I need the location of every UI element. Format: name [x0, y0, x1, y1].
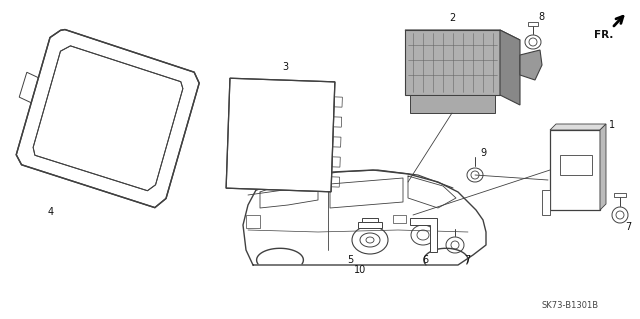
Polygon shape: [528, 22, 538, 26]
Text: 6: 6: [422, 255, 428, 265]
Text: SK73-B1301B: SK73-B1301B: [541, 300, 598, 309]
Text: 1: 1: [609, 120, 615, 130]
Text: 10: 10: [354, 265, 366, 275]
Polygon shape: [332, 157, 340, 167]
Polygon shape: [550, 124, 606, 130]
Text: 7: 7: [625, 222, 631, 232]
Polygon shape: [542, 190, 550, 215]
Text: 2: 2: [449, 13, 455, 23]
Polygon shape: [362, 218, 378, 222]
Text: 8: 8: [538, 12, 544, 22]
Polygon shape: [358, 222, 382, 228]
Polygon shape: [333, 117, 342, 127]
Text: 9: 9: [58, 108, 64, 118]
Text: 5: 5: [347, 255, 353, 265]
Polygon shape: [600, 124, 606, 210]
Polygon shape: [334, 97, 342, 107]
Polygon shape: [520, 50, 542, 80]
Polygon shape: [614, 193, 626, 197]
Polygon shape: [226, 78, 335, 192]
Text: FR.: FR.: [595, 30, 614, 40]
Polygon shape: [405, 30, 520, 40]
Text: 9: 9: [480, 148, 486, 158]
Polygon shape: [500, 30, 520, 105]
Polygon shape: [550, 130, 600, 210]
Polygon shape: [33, 46, 183, 191]
Text: 7: 7: [464, 255, 470, 265]
Polygon shape: [16, 30, 199, 208]
Text: 4: 4: [48, 207, 54, 217]
Polygon shape: [405, 30, 500, 95]
Polygon shape: [333, 137, 341, 147]
Polygon shape: [410, 95, 495, 113]
Text: 3: 3: [282, 62, 288, 72]
Polygon shape: [332, 177, 340, 187]
Polygon shape: [410, 218, 437, 252]
Polygon shape: [19, 72, 40, 103]
